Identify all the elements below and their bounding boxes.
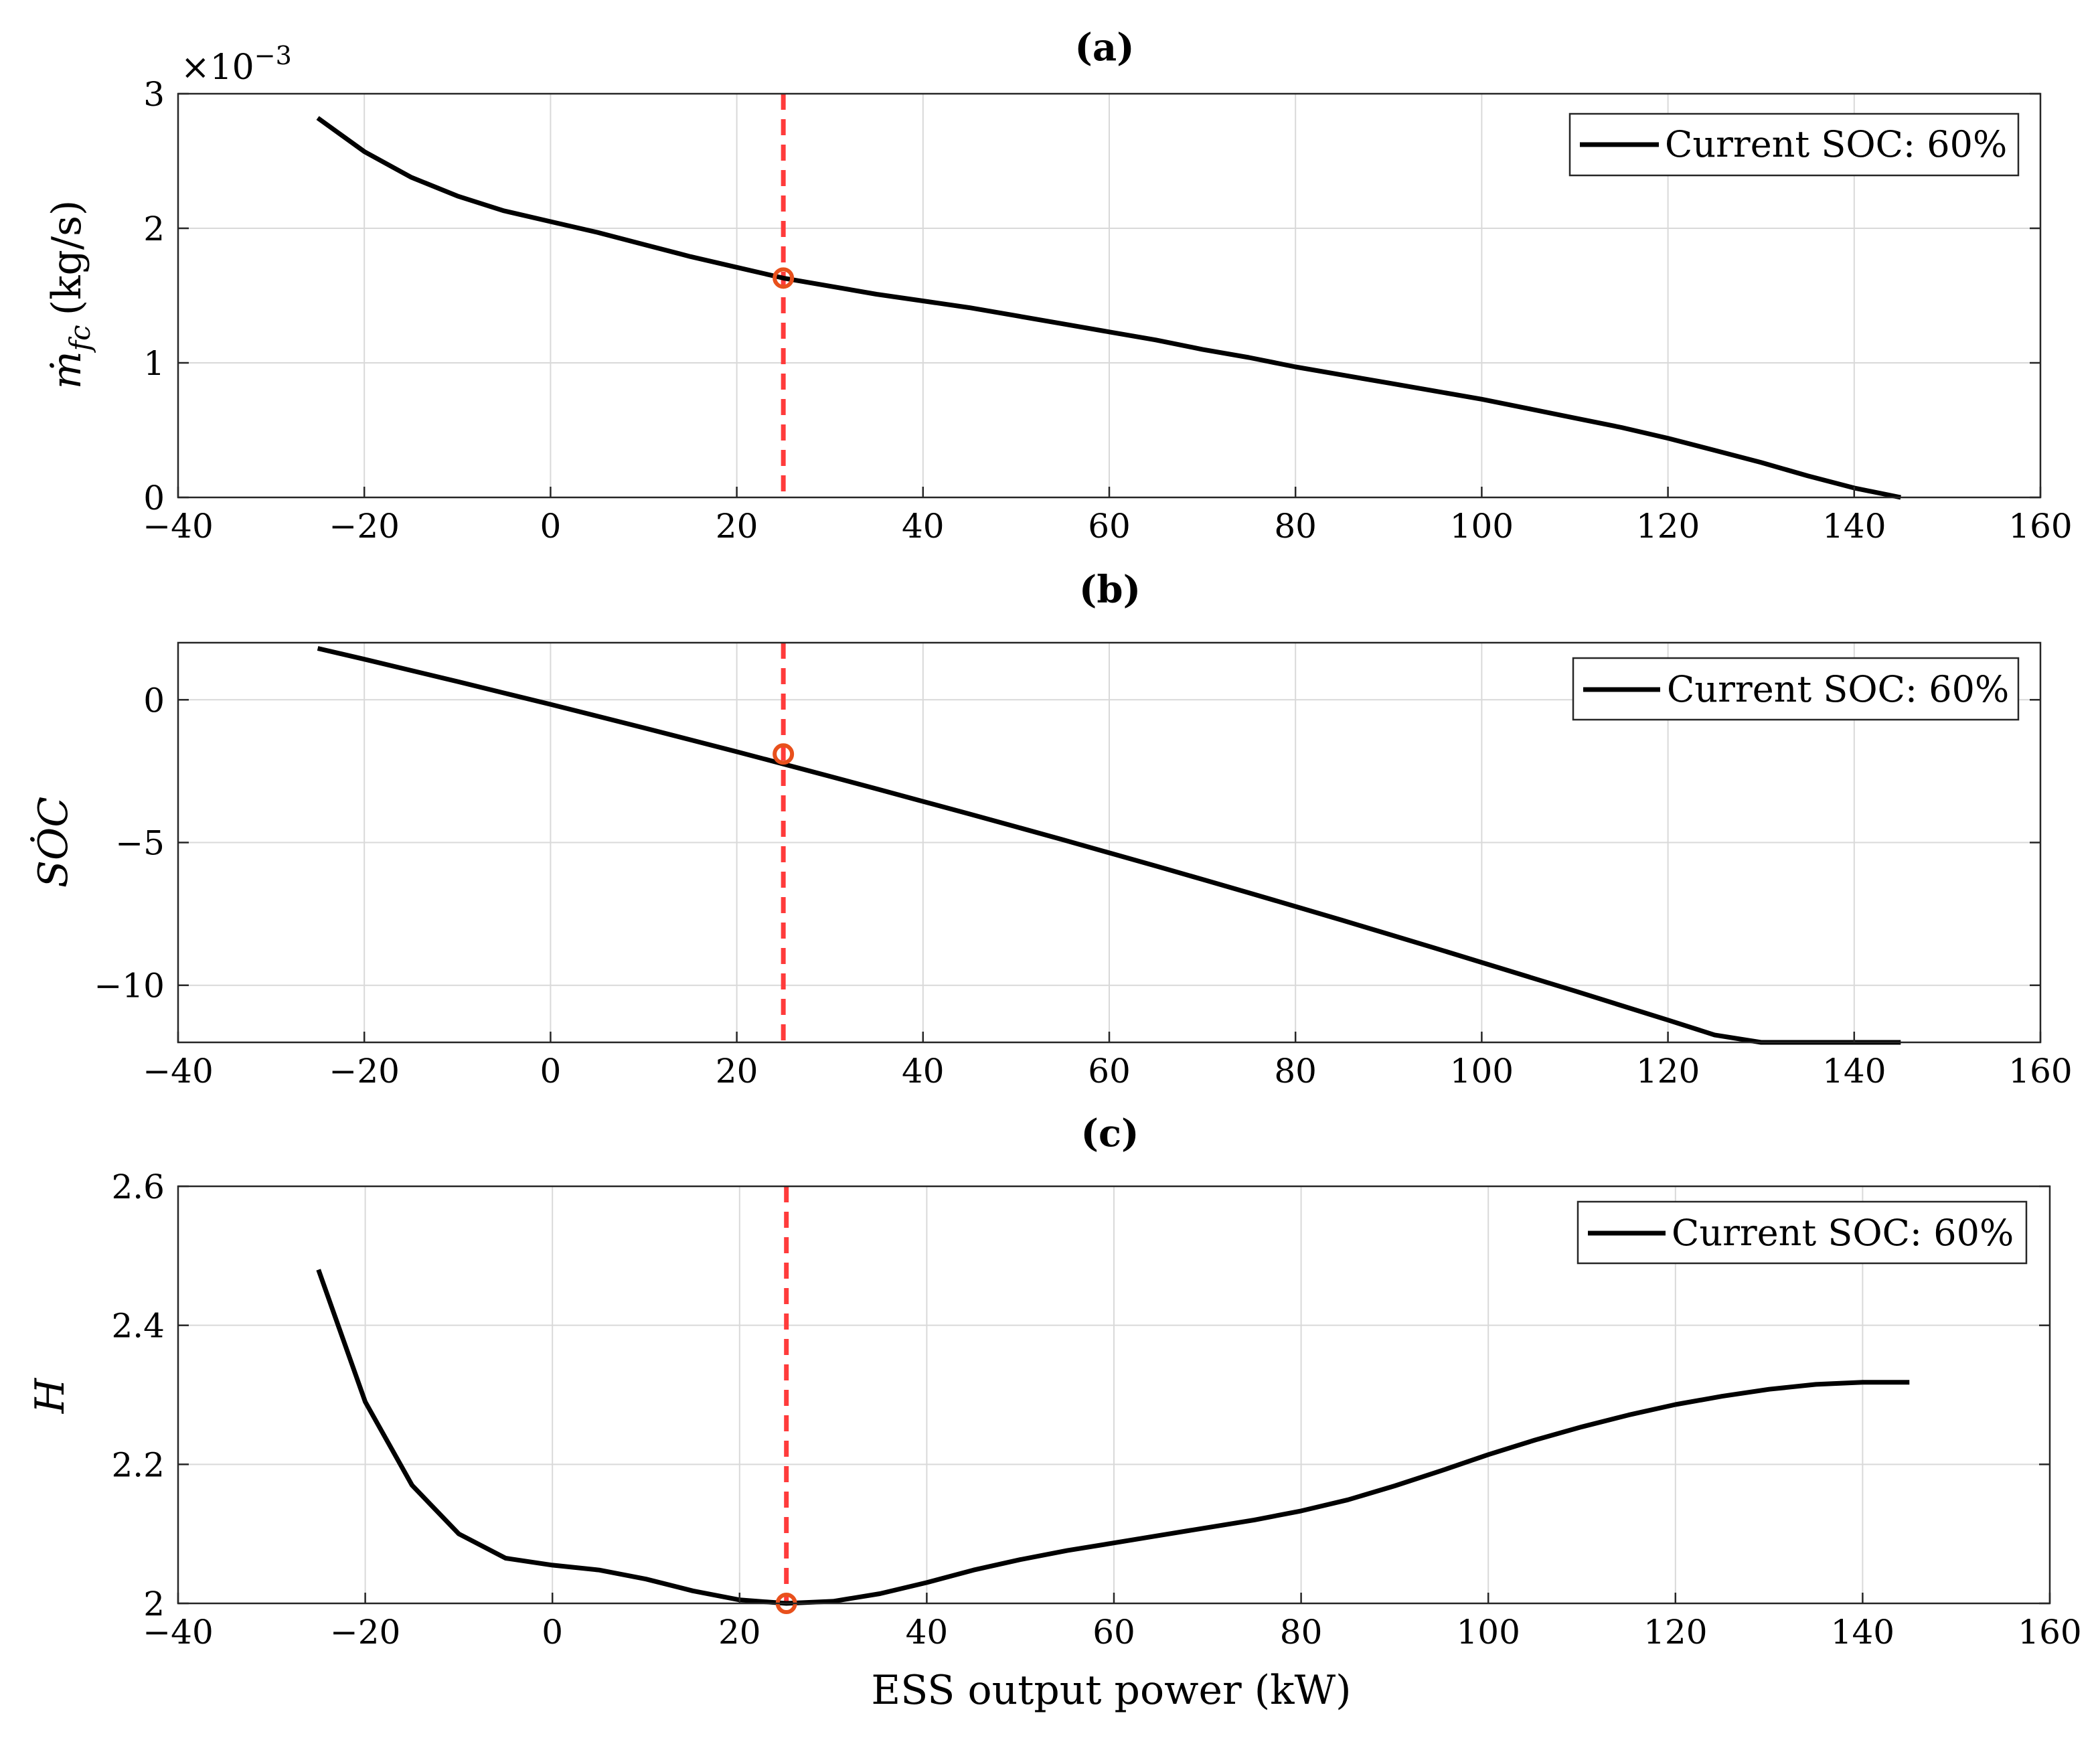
panel-c-xtick-label: 100: [1456, 1613, 1520, 1652]
panel-b-xtick-label: −20: [329, 1052, 400, 1091]
panel-a-ylabel: ṁfc(kg/s): [44, 200, 96, 390]
panel-c-series-line: [316, 1269, 1910, 1606]
panel-a-series-layer: [316, 116, 1901, 500]
panel-b-ytick-label: 0: [143, 681, 165, 720]
panel-b-xtick-label: 100: [1450, 1052, 1514, 1091]
panel-b-series-layer: [317, 646, 1901, 1045]
panel-b-legend-label: Current SOC: 60%: [1667, 668, 2009, 710]
panel-a-xtick-label: −40: [143, 507, 214, 546]
panel-a-xtick-label: 120: [1636, 507, 1700, 546]
panel-c: (c) −40 −20 0 20 40 60 80 100 120 140 160 22.22.42…: [27, 1111, 2082, 1714]
panel-a-grid: [178, 94, 2040, 497]
panel-a-xtick-label: 40: [902, 507, 945, 546]
panel-a-xtick-label: −20: [329, 507, 400, 546]
panel-b-xtick-label: 40: [902, 1052, 945, 1091]
panel-a-xtick-label: 140: [1822, 507, 1886, 546]
panel-c-xtick-label: 40: [906, 1613, 949, 1652]
panel-b-ytick-label: −10: [94, 967, 165, 1006]
panel-a-operating-point-marker: [773, 267, 795, 289]
panel-c-yticks: 2 2.2 2.4 2.6: [111, 1168, 2050, 1623]
panel-b-xtick-label: 160: [2008, 1052, 2072, 1091]
panel-a-yticks: 0 1 2 3: [143, 75, 2040, 517]
panel-b: (b) −40 −20 0 20 40 60 80 100 120 140 160 −10 −5 0 S…: [29, 568, 2073, 1091]
panel-c-ytick-label: 2.2: [111, 1445, 165, 1484]
panel-a-legend: Current SOC: 60%: [1568, 112, 2020, 177]
panel-b-xtick-label: 20: [716, 1052, 758, 1091]
panel-a-title: (a): [1074, 25, 1134, 70]
panel-c-ytick-label: 2.4: [111, 1307, 165, 1346]
panel-b-xtick-label: 60: [1088, 1052, 1131, 1091]
panel-a-legend-label: Current SOC: 60%: [1665, 123, 2007, 165]
panel-a: (a) −40 −20 0 20 40 60 80 100 120 140 160 0 1 2 3 ×10…: [44, 25, 2073, 546]
panel-b-xtick-label: 120: [1636, 1052, 1700, 1091]
panel-a-xtick-label: 160: [2008, 507, 2072, 546]
panel-b-operating-point-marker: [773, 743, 795, 765]
panel-a-xtick-label: 60: [1088, 507, 1131, 546]
panel-c-xtick-label: −40: [143, 1613, 214, 1652]
panel-c-xtick-label: 140: [1831, 1613, 1894, 1652]
panel-b-xtick-label: 0: [540, 1052, 561, 1091]
panel-c-ylabel: H: [27, 1377, 74, 1414]
panel-a-ytick-label: 1: [143, 344, 165, 383]
panel-b-title: (b): [1079, 568, 1141, 612]
panel-a-xticks: −40 −20 0 20 40 60 80 100 120 140 160: [143, 487, 2073, 546]
panel-c-series-layer: [316, 1269, 1910, 1606]
panel-c-xtick-label: 20: [718, 1613, 761, 1652]
panel-c-xtick-label: 0: [542, 1613, 563, 1652]
panel-a-xtick-label: 100: [1450, 507, 1514, 546]
panel-a-series-line: [316, 116, 1901, 500]
panel-c-legend: Current SOC: 60%: [1577, 1200, 2028, 1265]
panel-a-xtick-label: 20: [716, 507, 758, 546]
panel-c-xtick-label: −20: [330, 1613, 401, 1652]
panel-b-legend: Current SOC: 60%: [1572, 657, 2020, 721]
panel-a-ytick-label: 2: [143, 210, 165, 248]
panel-b-yticks: −10 −5 0: [94, 681, 2040, 1006]
panel-b-xticks: −40 −20 0 20 40 60 80 100 120 140 160: [143, 1032, 2073, 1091]
panel-c-title: (c): [1080, 1111, 1139, 1156]
panel-c-legend-label: Current SOC: 60%: [1672, 1212, 2014, 1254]
panel-c-xtick-label: 60: [1093, 1613, 1135, 1652]
panel-a-xtick-label: 0: [540, 507, 561, 546]
panel-b-ytick-label: −5: [115, 824, 165, 863]
panel-a-exponent: ×10−3: [181, 41, 292, 88]
panel-a-marker-layer: [773, 267, 795, 289]
panel-b-xtick-label: 140: [1822, 1052, 1886, 1091]
panel-c-xtick-label: 120: [1643, 1613, 1707, 1652]
panel-c-xlabel: ESS output power (kW): [871, 1667, 1351, 1714]
panel-a-ytick-label: 3: [143, 75, 165, 114]
panel-c-ytick-label: 2: [143, 1585, 165, 1623]
panel-c-xticks: −40 −20 0 20 40 60 80 100 120 140 160: [143, 1593, 2082, 1652]
panel-c-xtick-label: 160: [2018, 1613, 2081, 1652]
panel-b-xtick-label: 80: [1274, 1052, 1317, 1091]
panel-c-xtick-label: 80: [1280, 1613, 1323, 1652]
panel-a-ytick-label: 0: [143, 479, 165, 517]
panel-a-xtick-label: 80: [1274, 507, 1317, 546]
panel-b-series-line: [317, 646, 1901, 1045]
panel-b-xtick-label: −40: [143, 1052, 214, 1091]
panel-c-ytick-label: 2.6: [111, 1168, 165, 1206]
panel-b-marker-layer: [773, 743, 795, 765]
panel-b-ylabel: SȮC: [29, 797, 77, 888]
